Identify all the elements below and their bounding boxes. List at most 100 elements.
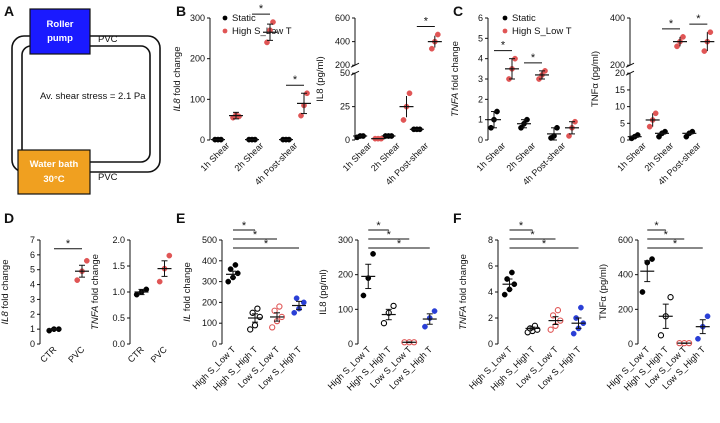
panel-letter-b: B	[176, 3, 186, 19]
significance-star: *	[253, 229, 258, 241]
significance-star: *	[387, 229, 392, 241]
legend-high-marker	[502, 28, 508, 34]
y-tick-label: 25	[340, 102, 350, 112]
y-axis-label: IL8 fold change	[0, 260, 11, 325]
y-tick-label: 0.0	[112, 339, 125, 349]
y-tick-label: 0	[200, 135, 205, 145]
x-tick-label: CTR	[38, 344, 59, 365]
data-point	[578, 304, 584, 311]
data-point	[256, 313, 263, 321]
data-point	[549, 312, 557, 319]
data-point	[566, 133, 572, 139]
y-tick-label: 100	[202, 318, 217, 328]
data-point	[547, 326, 554, 333]
legend-static-marker	[502, 15, 508, 21]
y-axis-label: TNFα (pg/ml)	[598, 264, 609, 320]
significance-star: *	[673, 238, 678, 250]
significance-star: *	[293, 74, 298, 86]
data-point	[652, 110, 659, 117]
axis-break-mark	[625, 62, 635, 68]
y-axis-label: TNFα (pg/ml)	[590, 51, 601, 107]
y-tick-label: 4	[30, 280, 35, 290]
y-tick-label: 100	[338, 304, 353, 314]
axis-break-mark	[350, 70, 360, 76]
shear-stress-label: Av. shear stress = 2.1 Pa	[40, 91, 146, 102]
significance-star: *	[696, 13, 701, 25]
x-tick-label: 1h Shear	[615, 140, 648, 173]
y-tick-label: 300	[190, 13, 205, 23]
y-tick-label: 4	[478, 54, 483, 64]
significance-star: *	[376, 220, 381, 232]
data-point	[249, 309, 256, 316]
x-tick-label: 2h Shear	[233, 140, 266, 173]
significance-star: *	[669, 18, 674, 30]
y-axis-label: TNFA fold change	[458, 254, 469, 330]
y-axis-label-gene: TNFA	[450, 93, 461, 117]
data-point	[360, 292, 367, 299]
y-tick-label: 400	[618, 270, 633, 280]
roller-pump-box	[29, 8, 91, 55]
legend-b: Static High S_Low T	[222, 13, 292, 37]
y-axis-label-gene: TNFA	[90, 306, 101, 330]
data-point	[695, 335, 701, 342]
y-tick-label: 200	[190, 54, 205, 64]
y-tick-label: 15	[615, 85, 625, 95]
data-point	[225, 278, 232, 285]
y-axis-label-rest: fold change	[450, 41, 461, 93]
y-axis-label: IL fold change	[182, 262, 193, 322]
y-tick-label: 1	[478, 115, 483, 125]
data-point	[293, 295, 300, 302]
y-tick-label: 200	[202, 297, 217, 307]
legend-c: Static High S_Low T	[502, 13, 572, 37]
significance-star: *	[531, 52, 536, 64]
significance-star: *	[242, 220, 247, 232]
x-tick-label: PVC	[149, 344, 170, 365]
data-point	[531, 322, 539, 329]
y-tick-label: 20	[615, 68, 625, 78]
y-tick-label: 0	[212, 339, 217, 349]
y-tick-label: 6	[478, 13, 483, 23]
data-point	[166, 252, 173, 259]
y-tick-label: 200	[335, 60, 350, 70]
legend-high-label: High S_Low T	[232, 26, 292, 37]
y-tick-label: 400	[202, 256, 217, 266]
significance-star: *	[424, 16, 429, 28]
y-tick-label: 100	[190, 94, 205, 104]
pvc-label-top: PVC	[98, 34, 118, 45]
data-point	[270, 19, 276, 25]
y-tick-label: 600	[335, 13, 350, 23]
y-tick-label: 0	[620, 135, 625, 145]
data-point	[370, 251, 376, 257]
data-point	[269, 324, 276, 331]
y-tick-label: 200	[338, 270, 353, 280]
data-point	[639, 289, 646, 295]
roller-pump-label-2: pump	[47, 33, 73, 44]
data-point	[254, 305, 261, 312]
data-point	[554, 307, 562, 314]
y-tick-label: 0	[628, 339, 633, 349]
y-tick-label: 2.0	[112, 235, 125, 245]
y-tick-label: 6	[30, 250, 35, 260]
significance-star: *	[654, 220, 659, 232]
panel-letter-e: E	[176, 210, 185, 226]
y-tick-label: 0	[348, 339, 353, 349]
panel-letter-c: C	[453, 3, 463, 19]
y-tick-label: 1	[30, 324, 35, 334]
y-axis-label-gene: IL	[182, 314, 193, 322]
water-bath-label-2: 30°C	[43, 174, 64, 185]
y-axis-label-rest: fold change	[0, 260, 11, 312]
y-tick-label: 4	[488, 287, 493, 297]
legend-static-label: Static	[232, 13, 256, 24]
data-point	[156, 278, 163, 285]
data-point	[680, 34, 686, 40]
data-point	[83, 257, 90, 264]
significance-star: *	[501, 40, 506, 52]
y-tick-label: 500	[202, 235, 217, 245]
y-tick-label: 600	[618, 235, 633, 245]
y-tick-label: 50	[340, 68, 350, 78]
y-tick-label: 300	[338, 235, 353, 245]
panel-letter-a: A	[4, 3, 14, 19]
